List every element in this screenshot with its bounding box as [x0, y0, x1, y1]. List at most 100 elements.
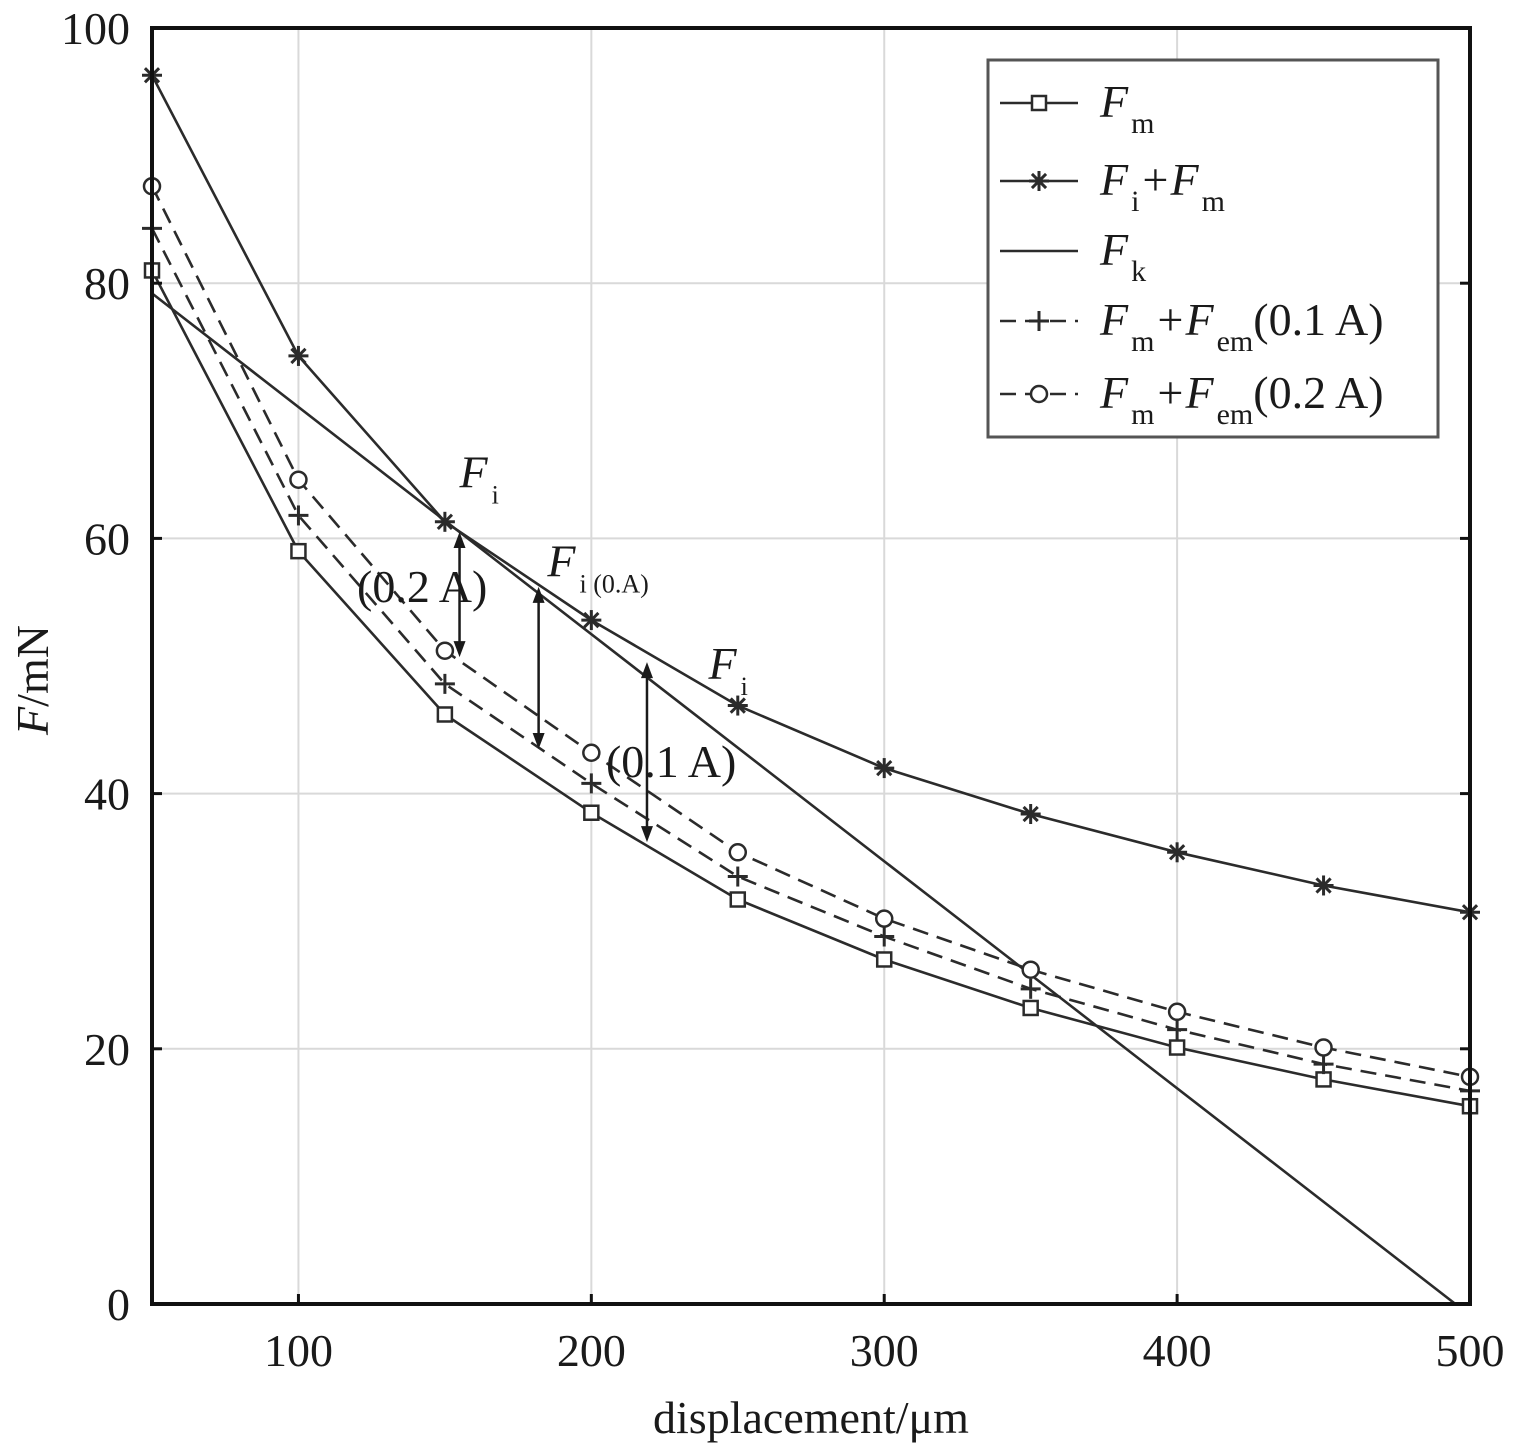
point-fm_fem_02-400	[1167, 1002, 1187, 1022]
series-layer	[142, 65, 1480, 1306]
y-tick-label-40: 40	[84, 769, 130, 820]
point-fm-450	[1315, 1071, 1332, 1088]
legend-marker-fi_fm	[1029, 171, 1049, 191]
y-tick-label-80: 80	[84, 258, 130, 309]
y-tick-label-60: 60	[84, 513, 130, 564]
y-tick-label-0: 0	[107, 1279, 130, 1330]
legend-label-fi_fm-sub-1: m	[1202, 185, 1225, 218]
arrows-layer	[453, 532, 653, 843]
y-axis-title: F/mN	[7, 625, 58, 736]
series-fm_fem_01	[142, 218, 1480, 1101]
legend-label-fm_fem_01-sub-0: m	[1131, 325, 1154, 358]
annotation-label_01: (0.1 A)	[606, 736, 736, 787]
point-fi_fm-400-ray-3	[1168, 844, 1186, 861]
point-fm_fem_02-100	[289, 470, 308, 489]
annotation-fi_0a-sub: i (0.A)	[580, 570, 649, 599]
y-tick-label-20: 20	[84, 1024, 130, 1075]
annotation-fi_02-sub: i	[492, 480, 499, 509]
x-axis-title: displacement/μm	[653, 1392, 969, 1443]
legend-marker-fi_fm-ray-3	[1030, 172, 1048, 190]
annotation-fi_0a-symbol: F	[546, 536, 576, 587]
point-fm_fem_01-150	[434, 673, 455, 694]
point-fm_fem_01-100	[288, 505, 309, 526]
y-axis-title-unit: /mN	[7, 625, 58, 707]
series-fm	[143, 262, 1479, 1115]
point-fi_fm-300-ray-3	[876, 759, 893, 777]
point-fi_fm-400	[1167, 842, 1188, 863]
y-tick-labels: 0 20 40 60 80 100	[61, 3, 1470, 1330]
point-fm-400	[1168, 1039, 1186, 1056]
legend-label-fi_fm-symbol-0: F	[1099, 154, 1129, 205]
x-tick-label-400: 400	[1143, 1325, 1212, 1376]
legend-label-fk-sub-0: k	[1131, 255, 1146, 288]
point-fm_fem_02-350	[1021, 960, 1040, 979]
legend-label-fm_fem_02-sub-1: em	[1217, 398, 1254, 431]
annotation-fi_02-symbol: F	[459, 446, 489, 497]
legend-label-fm_fem_02-symbol-0: F	[1099, 367, 1129, 418]
point-fi_fm-100	[288, 345, 309, 366]
point-fm_fem_01-450	[1313, 1054, 1334, 1075]
arrow_02-head-top	[453, 532, 466, 549]
point-fm_fem_02-200	[582, 743, 601, 763]
series-fk	[151, 292, 1457, 1306]
point-fm_fem_02-150	[435, 641, 455, 660]
point-fi_fm-100-ray-3	[290, 347, 307, 365]
legend-marker-fm	[1030, 94, 1048, 112]
point-fm-100	[290, 542, 307, 560]
annotation-label_02: (0.2 A)	[357, 561, 487, 612]
legend-label-fi_fm-sub-0: i	[1131, 185, 1139, 218]
point-fm_fem_02-300	[874, 909, 894, 928]
arrow_01	[640, 662, 653, 843]
point-fi_fm-250-ray-3	[729, 697, 746, 714]
arrow_02	[453, 532, 466, 658]
point-fi_fm-300	[874, 758, 895, 779]
legend-label-fm_fem_01-symbol-0: F	[1099, 294, 1129, 345]
arrow_01-head-top	[640, 662, 653, 679]
x-tick-labels: 100 200 300 400 500	[264, 1294, 1505, 1376]
x-tick-label-200: 200	[557, 1325, 626, 1376]
legend-label-fi_fm-symbol-1: +F	[1139, 154, 1199, 205]
arrow_0a	[532, 586, 545, 749]
legend-label-fm-symbol-0: F	[1099, 76, 1129, 127]
legend-label-fm-sub-0: m	[1131, 107, 1154, 140]
legend-label-fm_fem_01-symbol-1: +F	[1154, 294, 1214, 345]
legend-box	[986, 58, 1440, 439]
legend-label-fm_fem_02-sub-0: m	[1131, 398, 1154, 431]
point-fm-200	[583, 804, 600, 821]
arrow_02-head-bottom	[453, 641, 466, 658]
point-fi_fm-350	[1020, 804, 1041, 825]
legend-marker-fm_fem_01	[1029, 311, 1049, 331]
point-fm_fem_02-250	[728, 843, 748, 862]
series-line-fm_fem_02	[150, 185, 1471, 1079]
point-fm-350	[1022, 999, 1039, 1017]
series-line-fi_fm	[150, 74, 1471, 914]
point-fm_fem_01-400	[1167, 1019, 1188, 1040]
point-fi_fm-200-ray-3	[583, 611, 600, 629]
y-axis-title-symbol: F	[7, 706, 58, 736]
arrow_01-head-bottom	[640, 826, 653, 843]
legend-label-fm_fem_01-part-2: (0.1 A)	[1253, 294, 1383, 345]
x-tick-label-500: 500	[1436, 1325, 1505, 1376]
plot-frame	[150, 26, 1472, 1306]
x-tick-label-100: 100	[264, 1325, 333, 1376]
annotation-fi_01-sub: i	[741, 672, 748, 701]
legend-label-fk-symbol-0: F	[1099, 224, 1129, 275]
point-fm_fem_01-350	[1020, 978, 1041, 999]
point-fm_fem_01-300	[874, 926, 895, 947]
annotation-fi_01-symbol: F	[707, 638, 737, 689]
series-line-fm_fem_01	[150, 227, 1471, 1093]
series-line-fk	[151, 292, 1457, 1306]
